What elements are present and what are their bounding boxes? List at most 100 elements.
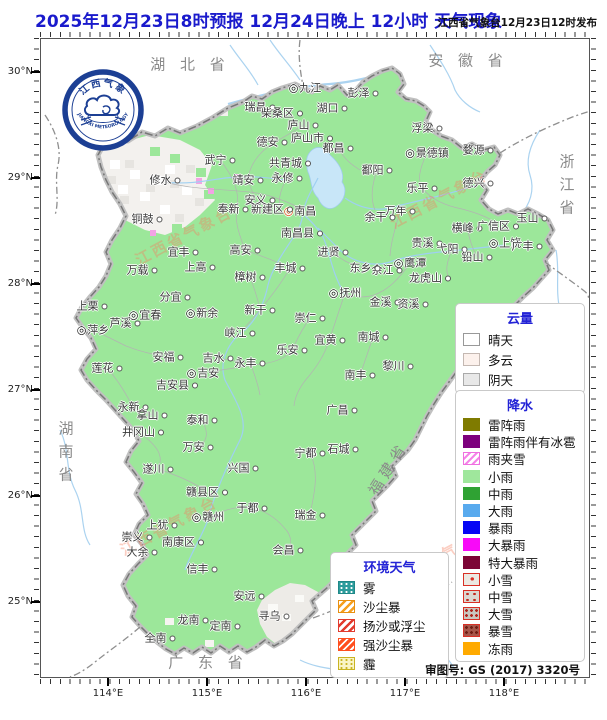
town-dot <box>487 180 494 186</box>
city-name: 湖口 <box>316 101 339 115</box>
legend-item-中雪: 中雪 <box>463 588 577 605</box>
rivers <box>164 176 506 571</box>
legend-swatch <box>338 600 355 613</box>
city-name: 赣县区 <box>186 485 219 499</box>
town-dot <box>254 247 261 253</box>
city-label-新余: ◎ 新余 <box>186 308 219 319</box>
city-name: 乐平 <box>406 181 429 195</box>
city-name: 德兴 <box>462 176 485 190</box>
city-label-拿山: 拿山 <box>137 410 168 421</box>
city-name: 丰城 <box>274 261 297 275</box>
lat-major-tick <box>31 389 40 391</box>
legend-item-特大暴雨: 特大暴雨 <box>463 554 577 571</box>
legend-item-沙尘暴: 沙尘暴 <box>338 597 441 616</box>
neighbor-province-label: 广 东 省 <box>168 653 248 672</box>
lon-label: 115°E <box>191 688 223 699</box>
legend-item-中雨: 中雨 <box>463 485 577 502</box>
city-name: 龙虎山 <box>409 271 442 285</box>
city-label-崇义: 崇义 <box>122 532 153 543</box>
city-label-永修: 永修 <box>272 173 303 184</box>
city-label-上栗: 上栗 <box>77 301 108 312</box>
city-label-安远: 安远 <box>234 591 265 602</box>
city-label-德安: 德安 <box>257 137 288 148</box>
city-name: 安远 <box>233 589 256 603</box>
city-label-鄱阳: 鄱阳 <box>362 165 393 176</box>
city-label-大余: 大余 <box>127 547 158 558</box>
city-name: 安义 <box>244 193 267 207</box>
city-name: 靖安 <box>232 173 255 187</box>
legend-item-阴天: 阴天 <box>463 369 577 389</box>
city-name: 兴国 <box>227 461 250 475</box>
city-label-铜鼓: 铜鼓 <box>132 214 163 225</box>
town-dot <box>202 617 209 623</box>
city-label-新干: 新干 <box>245 305 276 316</box>
city-label-万安: 万安 <box>183 442 214 453</box>
town-dot <box>211 566 218 572</box>
city-label-泰和: 泰和 <box>187 415 218 426</box>
legend-item-晴天: 晴天 <box>463 329 577 349</box>
city-name: 余江 <box>371 263 394 277</box>
city-name: 武宁 <box>204 153 227 167</box>
city-name: 宜春 <box>139 308 162 322</box>
town-dot <box>161 412 168 418</box>
legend-precip-items: 雷阵雨 雷阵雨伴有冰雹 雨夹雪 小雨 中雨 大雨 暴雨 大暴雨 特大暴雨 小雪 中雪 大雪 暴雪 冻雨 <box>463 416 577 657</box>
city-label-井冈山: 井冈山 <box>122 427 164 438</box>
city-label-南昌县: 南昌县 <box>281 228 323 239</box>
city-label-宜黄: 宜黄 <box>315 335 346 346</box>
city-name: 萍乡 <box>87 323 110 337</box>
town-dot <box>156 216 163 222</box>
city-label-东乡: 东乡 <box>350 263 381 274</box>
city-name: 庐山 <box>287 118 310 132</box>
legend-label: 小雨 <box>488 469 514 485</box>
town-dot <box>319 315 326 321</box>
city-name: 弋阳 <box>436 242 459 256</box>
lat-label: 30°N <box>7 66 33 77</box>
city-name: 玉山 <box>516 211 539 225</box>
town-dot <box>312 122 319 128</box>
city-name: 九江 <box>299 81 322 95</box>
town-dot <box>422 301 429 307</box>
city-label-南丰: 南丰 <box>345 370 376 381</box>
legend-item-大雨: 大雨 <box>463 502 577 519</box>
town-dot <box>536 243 543 249</box>
town-dot <box>209 264 216 270</box>
town-dot <box>134 320 141 326</box>
lon-major-tick <box>305 678 307 686</box>
city-label-吉水: 吉水 <box>203 353 234 364</box>
city-label-上饶: ◎ 上饶 <box>489 238 522 249</box>
legend-item-小雨: 小雨 <box>463 468 577 485</box>
lon-major-tick <box>107 678 109 686</box>
legend-item-小雪: 小雪 <box>463 571 577 588</box>
town-dot <box>167 466 174 472</box>
neighbor-province-label: 浙江省 <box>557 153 576 223</box>
city-name: 全南 <box>144 631 167 645</box>
town-dot <box>158 429 164 435</box>
town-dot <box>476 225 483 231</box>
city-label-弋阳: 弋阳 <box>437 244 468 255</box>
city-label-峡江: 峡江 <box>225 328 256 339</box>
city-label-于都: 于都 <box>237 503 268 514</box>
town-dot <box>351 407 358 413</box>
town-dot <box>513 223 519 229</box>
legend-swatch <box>463 372 480 386</box>
town-dot <box>396 267 403 273</box>
city-label-安义: 安义 <box>245 195 276 206</box>
lon-label: 114°E <box>92 688 124 699</box>
legend-label: 大雨 <box>488 504 514 520</box>
city-marker: ◎ <box>405 146 415 160</box>
city-label-鹰潭: ◎ 鹰潭 <box>394 258 427 269</box>
city-label-柴桑区: 柴桑区 <box>261 108 303 119</box>
legend-item-暴雨: 暴雨 <box>463 519 577 536</box>
city-name: 赣州 <box>202 510 225 524</box>
town-dot <box>341 105 348 111</box>
jiangxi-map <box>44 39 590 678</box>
city-marker: ◎ <box>128 308 139 322</box>
city-name: 万安 <box>182 440 205 454</box>
town-dot <box>317 230 323 236</box>
city-label-宜丰: 宜丰 <box>168 247 199 258</box>
legend-swatch <box>463 555 480 569</box>
release-info: 江西省气象台12月23日12时发布 <box>437 17 597 29</box>
city-label-奉新: 奉新 <box>218 204 249 215</box>
city-label-上高: 上高 <box>185 262 216 273</box>
city-name: 大余 <box>126 545 149 559</box>
